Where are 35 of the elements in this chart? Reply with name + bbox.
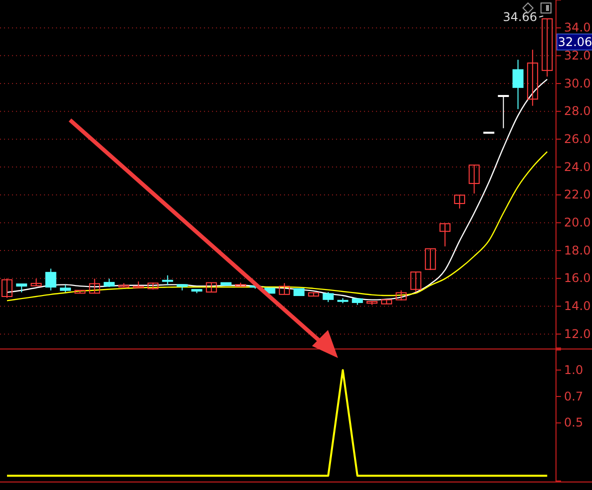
y-tick-label: 28.0 bbox=[564, 104, 591, 118]
y-tick-label: 1.0 bbox=[564, 362, 584, 377]
y-tick-label: 30.0 bbox=[564, 76, 591, 90]
candlestick bbox=[278, 282, 290, 295]
y-tick-label: 16.0 bbox=[564, 271, 591, 286]
annotation: 34.66 bbox=[502, 10, 538, 24]
candlestick bbox=[440, 223, 450, 247]
y-tick-label: 0.7 bbox=[564, 389, 584, 404]
y-tick-label: 34.0 bbox=[564, 20, 591, 35]
candlestick bbox=[410, 271, 422, 293]
candlestick bbox=[45, 268, 56, 291]
candlestick bbox=[2, 278, 12, 298]
candlestick bbox=[468, 164, 480, 194]
y-tick-label: 26.0 bbox=[564, 132, 591, 146]
y-tick-label: 20.0 bbox=[564, 216, 591, 230]
candlestick bbox=[89, 278, 100, 294]
text: 32.06 bbox=[558, 35, 592, 49]
candlestick bbox=[162, 274, 174, 286]
candlestick bbox=[512, 59, 524, 110]
y-tick-label: 0.5 bbox=[564, 416, 584, 430]
candlestick bbox=[498, 94, 509, 129]
y-tick-label: 18.0 bbox=[564, 243, 591, 258]
candlestick bbox=[542, 18, 553, 78]
y-tick-label: 12.0 bbox=[564, 326, 591, 341]
candlestick bbox=[206, 282, 217, 293]
y-tick-label: 14.0 bbox=[564, 299, 591, 314]
candlestick bbox=[424, 248, 436, 271]
y-tick-label: 22.0 bbox=[564, 188, 591, 202]
y-tick-label: 32.0 bbox=[564, 48, 591, 63]
candlestick bbox=[322, 292, 334, 303]
candlestick bbox=[396, 290, 407, 301]
y-tick-label: 24.0 bbox=[564, 160, 591, 174]
candlestick bbox=[454, 194, 466, 210]
line-series bbox=[6, 151, 548, 302]
candlestick bbox=[527, 49, 538, 106]
